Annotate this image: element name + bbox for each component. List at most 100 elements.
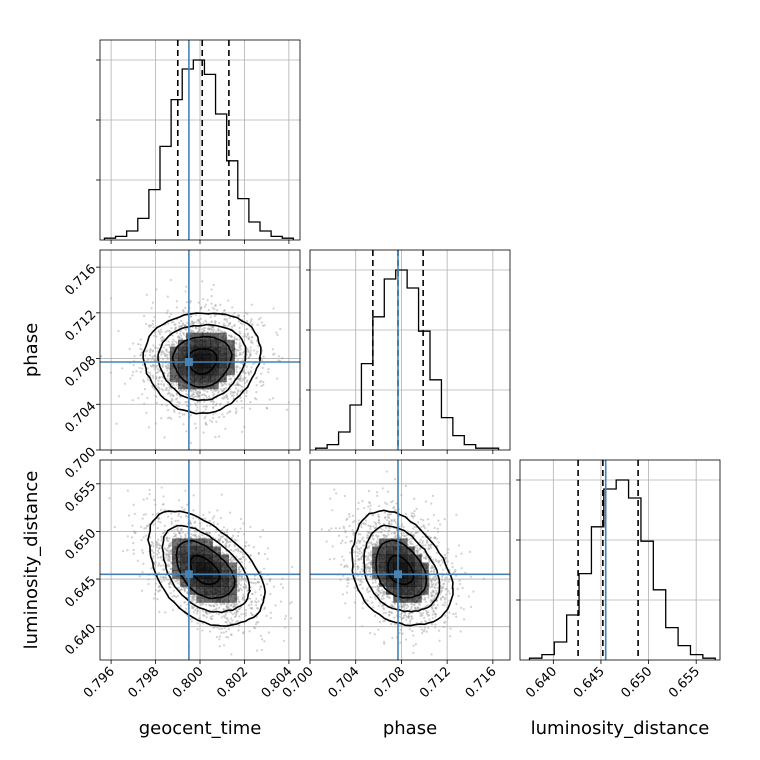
sample-point [374, 614, 377, 617]
sample-point [369, 561, 372, 564]
sample-point [166, 364, 169, 367]
sample-point [237, 531, 240, 534]
sample-point [437, 519, 440, 522]
sample-point [222, 322, 225, 325]
sample-point [384, 501, 387, 504]
sample-point [180, 324, 184, 328]
sample-point [431, 565, 434, 568]
sample-point [228, 334, 231, 337]
sample-point [235, 348, 238, 352]
sample-point [361, 500, 364, 503]
sample-point [400, 606, 404, 609]
sample-point [235, 610, 239, 613]
sample-point [359, 583, 362, 586]
sample-point [218, 635, 221, 638]
sample-point [383, 619, 386, 622]
sample-point [421, 540, 424, 543]
sample-point [229, 604, 233, 607]
sample-point [139, 370, 142, 373]
sample-point [218, 645, 221, 648]
sample-point [255, 384, 258, 387]
sample-point [244, 545, 247, 548]
sample-point [441, 586, 444, 590]
sample-point [225, 605, 228, 608]
sample-point [434, 612, 438, 616]
sample-point [234, 615, 238, 618]
sample-point [249, 581, 252, 584]
sample-point [241, 323, 244, 326]
sample-point [178, 401, 181, 404]
sample-point [157, 586, 161, 589]
sample-point [416, 550, 419, 553]
sample-point [234, 407, 238, 410]
sample-point [271, 348, 274, 351]
sample-point [173, 532, 176, 535]
sample-point [436, 527, 439, 530]
sample-point [446, 560, 449, 563]
sample-point [191, 396, 194, 399]
sample-point [161, 531, 164, 535]
sample-point [157, 562, 161, 565]
density-cell [188, 578, 197, 587]
sample-point [432, 578, 435, 581]
sample-point [226, 528, 229, 531]
sample-point [360, 546, 363, 550]
sample-point [360, 525, 363, 529]
sample-point [204, 421, 207, 424]
sample-point [168, 585, 171, 588]
sample-point [176, 582, 180, 585]
sample-point [215, 607, 218, 610]
sample-point [243, 376, 246, 379]
sample-point [398, 624, 401, 627]
sample-point [190, 320, 193, 323]
sample-point [202, 329, 206, 332]
sample-point [224, 612, 227, 615]
sample-point [225, 545, 228, 548]
sample-point [433, 594, 436, 598]
sample-point [415, 507, 418, 511]
sample-point [163, 568, 166, 572]
sample-point [197, 319, 200, 322]
sample-point [410, 616, 413, 619]
sample-point [191, 393, 194, 396]
sample-point [239, 322, 242, 325]
sample-point [186, 591, 189, 594]
density-cell [210, 367, 219, 376]
sample-point [225, 635, 228, 639]
sample-point [222, 631, 225, 634]
sample-point [224, 544, 227, 547]
sample-point [412, 644, 415, 647]
sample-point [224, 395, 227, 398]
sample-point [237, 384, 240, 387]
sample-point [435, 606, 438, 609]
sample-point [154, 394, 157, 398]
sample-point [269, 616, 272, 620]
sample-point [146, 367, 149, 370]
sample-point [176, 526, 179, 530]
sample-point [153, 368, 156, 371]
sample-point [208, 519, 211, 523]
sample-point [132, 542, 135, 545]
sample-point [166, 547, 169, 550]
sample-point [250, 607, 253, 610]
sample-point [359, 557, 363, 560]
sample-point [170, 562, 173, 565]
sample-point [158, 377, 161, 380]
sample-point [361, 587, 364, 590]
sample-point [256, 580, 260, 583]
sample-point [371, 578, 374, 581]
sample-point [427, 548, 431, 551]
density-cell [220, 554, 230, 563]
sample-point [369, 562, 372, 565]
sample-point [358, 541, 361, 544]
sample-point [248, 561, 251, 564]
sample-point [162, 495, 165, 498]
sample-point [155, 364, 158, 368]
sample-point [429, 567, 433, 570]
sample-point [280, 583, 283, 586]
sample-point [281, 577, 284, 580]
sample-point [162, 568, 165, 571]
density-cell [212, 554, 221, 563]
sample-point [227, 619, 230, 622]
sample-point [165, 549, 169, 552]
